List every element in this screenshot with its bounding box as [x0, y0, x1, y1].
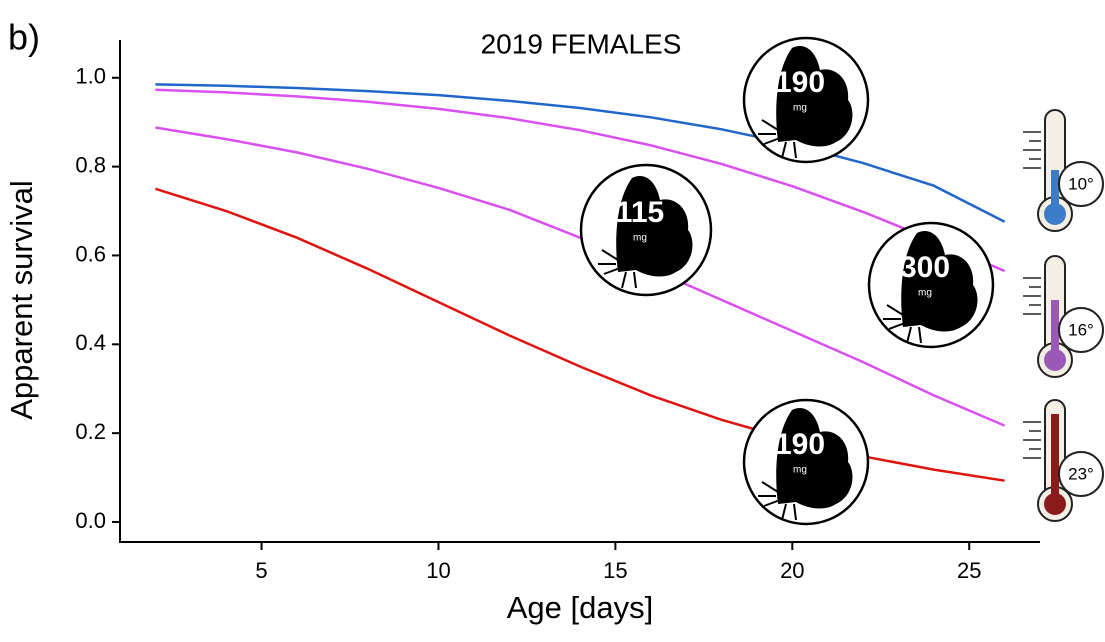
mass-label: 190 [775, 428, 825, 461]
y-tick-label: 0.8 [75, 152, 106, 177]
y-tick-label: 0.2 [75, 419, 106, 444]
temp-label: 16° [1068, 320, 1094, 339]
x-tick-label: 10 [426, 558, 450, 583]
chart-title: 2019 FEMALES [481, 28, 682, 59]
y-tick-label: 1.0 [75, 64, 106, 89]
mass-label: 190 [775, 66, 825, 99]
y-tick-label: 0.0 [75, 508, 106, 533]
chart: b) 2019 FEMALES Age [days] Apparent surv… [0, 0, 1105, 642]
thermo-bulb [1044, 349, 1066, 371]
line-series [155, 90, 1004, 271]
thermometer: 16° [1023, 256, 1103, 377]
thermo-bulb [1044, 493, 1066, 515]
thermometer: 23° [1023, 400, 1103, 521]
mass-label: 115 [616, 196, 664, 229]
mass-unit: mg [918, 288, 932, 299]
mass-unit: mg [793, 465, 807, 476]
y-tick-label: 0.6 [75, 241, 106, 266]
y-tick-label: 0.4 [75, 330, 106, 355]
mass-unit: mg [633, 233, 647, 244]
panel-label: b) [8, 17, 40, 58]
x-tick-label: 25 [957, 558, 981, 583]
thermo-bulb [1044, 203, 1066, 225]
mass-unit: mg [793, 103, 807, 114]
temp-label: 10° [1068, 174, 1094, 193]
mass-icon: 300 mg [869, 223, 993, 347]
mass-icon: 190 mg [744, 400, 868, 524]
x-tick-label: 20 [780, 558, 804, 583]
thermometer: 10° [1023, 110, 1103, 231]
temp-label: 23° [1068, 464, 1094, 483]
x-axis-title: Age [days] [507, 590, 653, 625]
thermo-fill [1051, 414, 1059, 506]
x-tick-label: 5 [255, 558, 267, 583]
mass-label: 300 [900, 251, 950, 284]
mass-icon: 115 mg [581, 165, 711, 295]
x-tick-label: 15 [603, 558, 627, 583]
y-axis-title: Apparent survival [4, 180, 39, 420]
mass-icon: 190 mg [744, 38, 868, 162]
line-series [155, 84, 1004, 221]
